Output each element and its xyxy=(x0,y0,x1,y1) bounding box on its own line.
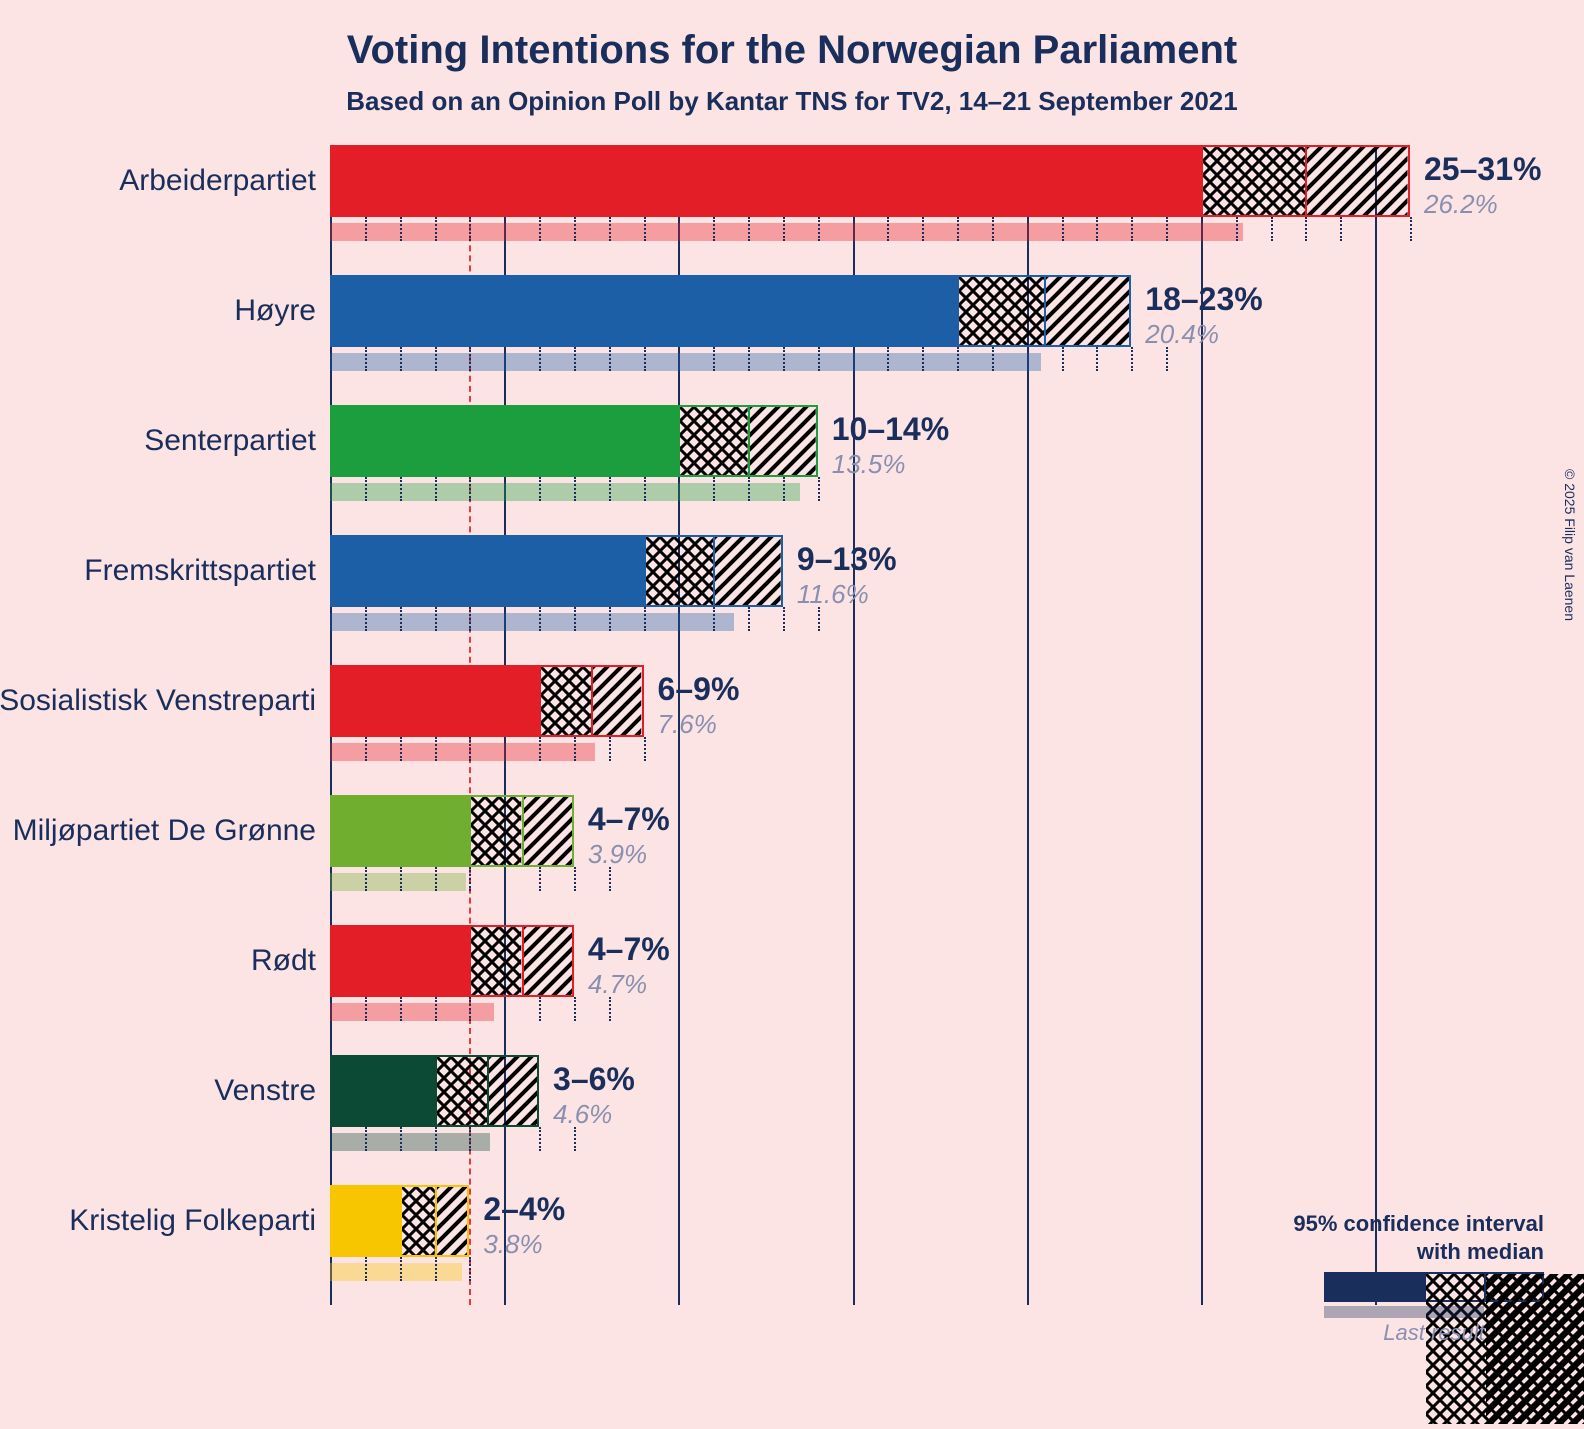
last-result-bar xyxy=(330,223,1243,241)
range-label: 4–7% xyxy=(588,801,670,838)
last-result-bar xyxy=(330,873,466,891)
last-result-label: 4.6% xyxy=(553,1099,612,1130)
party-label: Sosialistisk Venstreparti xyxy=(0,684,316,718)
chart-subtitle: Based on an Opinion Poll by Kantar TNS f… xyxy=(0,86,1584,117)
bar-ci-lower xyxy=(957,275,1044,347)
bar-ci-upper xyxy=(748,405,818,477)
party-row: Arbeiderpartiet25–31%26.2% xyxy=(330,145,1410,275)
party-label: Arbeiderpartiet xyxy=(0,164,316,198)
range-label: 6–9% xyxy=(658,671,740,708)
bar-solid xyxy=(330,665,539,737)
party-row: Miljøpartiet De Grønne4–7%3.9% xyxy=(330,795,1410,925)
last-result-bar xyxy=(330,353,1041,371)
party-row: Høyre18–23%20.4% xyxy=(330,275,1410,405)
bar-solid xyxy=(330,795,469,867)
bar-ci-upper xyxy=(435,1185,470,1257)
legend-last-result: Last result xyxy=(1324,1320,1544,1346)
party-row: Sosialistisk Venstreparti6–9%7.6% xyxy=(330,665,1410,795)
chart-title: Voting Intentions for the Norwegian Parl… xyxy=(0,28,1584,73)
last-result-bar xyxy=(330,483,800,501)
bar-ci-lower xyxy=(678,405,748,477)
range-label: 10–14% xyxy=(832,411,949,448)
party-row: Rødt4–7%4.7% xyxy=(330,925,1410,1055)
party-row: Senterpartiet10–14%13.5% xyxy=(330,405,1410,535)
party-row: Venstre3–6%4.6% xyxy=(330,1055,1410,1185)
last-result-label: 3.8% xyxy=(483,1229,542,1260)
copyright: © 2025 Filip van Laenen xyxy=(1562,469,1578,621)
last-result-bar xyxy=(330,743,595,761)
bar-ci-upper xyxy=(487,1055,539,1127)
legend-bar xyxy=(1324,1272,1544,1302)
bar-ci-lower xyxy=(644,535,714,607)
bar-ci-upper xyxy=(1305,145,1410,217)
bar-solid xyxy=(330,405,678,477)
last-result-label: 4.7% xyxy=(588,969,647,1000)
bar-ci-lower xyxy=(1201,145,1306,217)
party-label: Høyre xyxy=(0,294,316,328)
party-row: Kristelig Folkeparti2–4%3.8% xyxy=(330,1185,1410,1315)
last-result-bar xyxy=(330,1263,462,1281)
bar-ci-lower xyxy=(469,925,521,997)
party-label: Kristelig Folkeparti xyxy=(0,1204,316,1238)
bar-ci-lower xyxy=(400,1185,435,1257)
bar-ci-upper xyxy=(1044,275,1131,347)
bar-solid xyxy=(330,275,957,347)
bar-solid xyxy=(330,1185,400,1257)
range-label: 25–31% xyxy=(1424,151,1541,188)
bar-ci-upper xyxy=(713,535,783,607)
bar-ci-lower xyxy=(435,1055,487,1127)
last-result-label: 26.2% xyxy=(1424,189,1498,220)
party-row: Fremskrittspartiet9–13%11.6% xyxy=(330,535,1410,665)
bar-solid xyxy=(330,535,644,607)
party-label: Fremskrittspartiet xyxy=(0,554,316,588)
last-result-bar xyxy=(330,1003,494,1021)
bar-ci-upper xyxy=(522,795,574,867)
tick-strip xyxy=(330,867,1410,891)
bar-solid xyxy=(330,1055,435,1127)
last-result-label: 3.9% xyxy=(588,839,647,870)
bar-ci-upper xyxy=(522,925,574,997)
legend-line1: 95% confidence interval xyxy=(1293,1210,1544,1238)
chart-plot-area: Arbeiderpartiet25–31%26.2%Høyre18–23%20.… xyxy=(330,145,1410,1345)
last-result-label: 11.6% xyxy=(797,579,869,610)
last-result-label: 7.6% xyxy=(658,709,717,740)
tick-strip xyxy=(330,1127,1410,1151)
party-label: Rødt xyxy=(0,944,316,978)
last-result-label: 20.4% xyxy=(1145,319,1219,350)
last-result-bar xyxy=(330,613,734,631)
party-label: Senterpartiet xyxy=(0,424,316,458)
tick-strip xyxy=(330,1257,1410,1281)
range-label: 18–23% xyxy=(1145,281,1262,318)
party-label: Venstre xyxy=(0,1074,316,1108)
bar-ci-upper xyxy=(591,665,643,737)
range-label: 9–13% xyxy=(797,541,897,578)
bar-solid xyxy=(330,925,469,997)
last-result-bar xyxy=(330,1133,490,1151)
bar-ci-lower xyxy=(469,795,521,867)
range-label: 3–6% xyxy=(553,1061,635,1098)
bar-solid xyxy=(330,145,1201,217)
party-label: Miljøpartiet De Grønne xyxy=(0,814,316,848)
legend: 95% confidence interval with median xyxy=(1293,1210,1544,1265)
bar-ci-lower xyxy=(539,665,591,737)
range-label: 2–4% xyxy=(483,1191,565,1228)
last-result-label: 13.5% xyxy=(832,449,906,480)
legend-line2: with median xyxy=(1293,1238,1544,1266)
range-label: 4–7% xyxy=(588,931,670,968)
